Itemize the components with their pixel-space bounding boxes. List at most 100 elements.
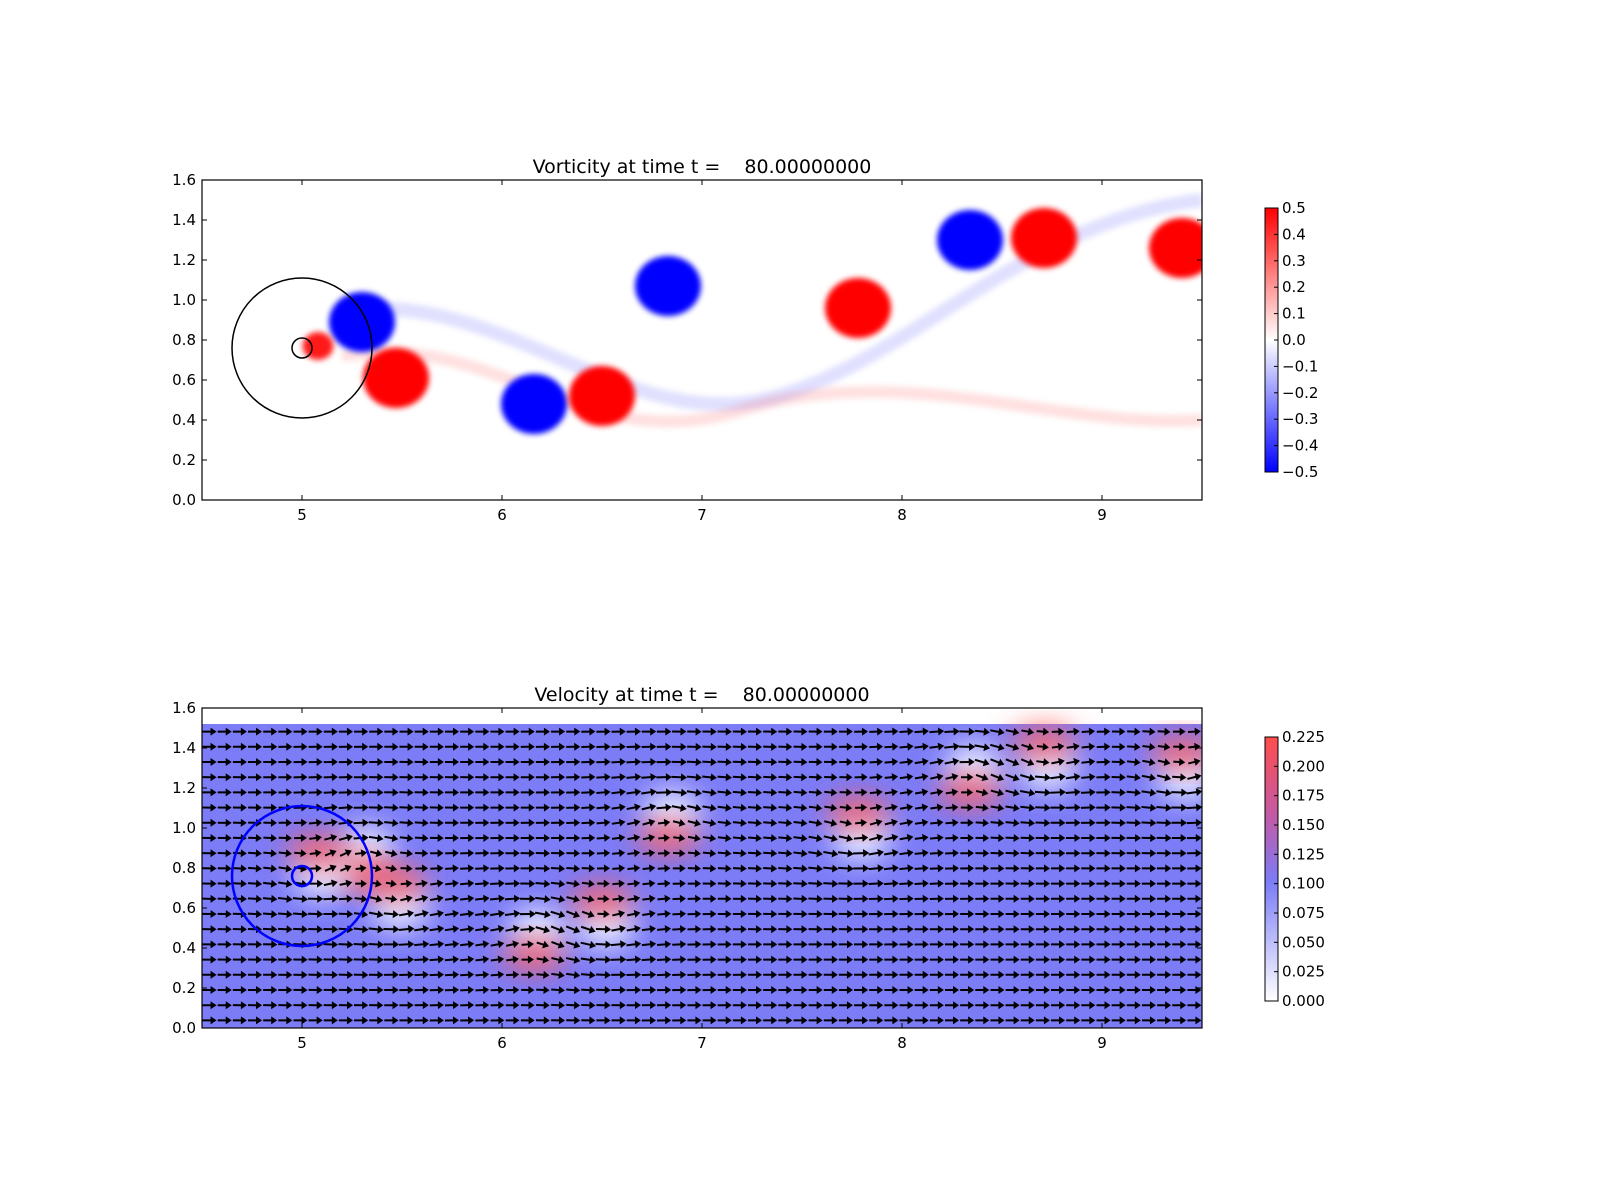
velocity-arrow (1066, 970, 1081, 979)
velocity-arrow (323, 925, 339, 934)
velocity-arrow (475, 1001, 490, 1010)
velocity-arrow (1172, 1016, 1187, 1025)
velocity-arrow (415, 849, 429, 858)
velocity-arrow (687, 985, 702, 994)
velocity-arrow (338, 742, 354, 751)
velocity-arrow (945, 864, 959, 873)
velocity-arrow (308, 757, 323, 766)
velocity-arrow (1173, 742, 1186, 751)
velocity-arrow (975, 788, 989, 797)
velocity-arrow (914, 909, 929, 918)
velocity-arrow (748, 849, 762, 858)
velocity-y-tick-label: 1.0 (172, 819, 196, 837)
velocity-arrow (444, 803, 459, 812)
velocity-arrow (278, 925, 293, 934)
velocity-arrow (748, 879, 763, 888)
velocity-arrow (914, 742, 929, 751)
velocity-arrow (1020, 879, 1035, 888)
velocity-arrow (869, 940, 884, 949)
vorticity-colorbar-tick-label: 0.1 (1282, 305, 1306, 323)
velocity-arrow (309, 849, 322, 858)
velocity-arrow (1171, 834, 1187, 843)
velocity-arrow (960, 894, 975, 903)
velocity-arrow (1096, 1016, 1111, 1025)
velocity-high-speed-region (286, 834, 350, 866)
velocity-arrow (247, 955, 263, 964)
velocity-arrow (232, 742, 247, 751)
velocity-arrow (1081, 925, 1096, 934)
velocity-arrow (883, 849, 899, 857)
velocity-arrow (793, 803, 808, 812)
velocity-arrow (263, 864, 278, 873)
velocity-arrow (656, 757, 672, 766)
velocity-arrow (323, 757, 338, 766)
velocity-arrow (1188, 742, 1201, 751)
velocity-arrow (566, 849, 581, 858)
velocity-arrow (823, 940, 838, 949)
velocity-arrow (202, 970, 217, 979)
velocity-arrow (884, 1001, 899, 1010)
velocity-arrow (1005, 849, 1020, 858)
velocity-arrow (369, 849, 383, 858)
velocity-arrow (717, 1001, 732, 1010)
velocity-arrow (884, 985, 899, 994)
velocity-arrow (1096, 1001, 1111, 1010)
velocity-arrow (1187, 909, 1202, 918)
velocity-arrow (217, 727, 232, 736)
velocity-arrow (308, 970, 323, 979)
velocity-arrow (960, 773, 974, 782)
velocity-arrow (1172, 864, 1187, 873)
velocity-arrow (884, 894, 899, 903)
velocity-arrow (687, 742, 702, 751)
velocity-arrow (369, 742, 384, 751)
velocity-arrow (702, 849, 717, 858)
velocity-colorbar-tick-label: 0.100 (1282, 875, 1325, 893)
velocity-arrow (823, 879, 839, 888)
velocity-arrow (763, 940, 778, 949)
velocity-arrow (1156, 864, 1172, 873)
velocity-arrow (1081, 864, 1096, 873)
velocity-arrow (490, 1016, 505, 1025)
velocity-arrow (929, 909, 944, 918)
velocity-arrow (1066, 757, 1081, 766)
velocity-arrow (929, 925, 944, 934)
velocity-arrow (399, 803, 414, 812)
velocity-arrow (581, 849, 596, 858)
velocity-arrow (854, 773, 868, 782)
velocity-y-tick-label: 1.6 (172, 699, 196, 717)
velocity-arrow (1187, 970, 1202, 979)
velocity-arrow (656, 985, 672, 994)
velocity-arrow (823, 742, 838, 751)
velocity-arrow (671, 758, 687, 767)
velocity-arrow (884, 773, 899, 782)
velocity-arrow (580, 955, 596, 964)
velocity-arrow (1141, 925, 1156, 934)
velocity-arrow (824, 819, 838, 827)
velocity-arrow (415, 864, 429, 873)
velocity-arrow (580, 970, 596, 979)
velocity-arrow (1020, 773, 1036, 782)
velocity-arrow (869, 788, 883, 797)
velocity-arrow (960, 940, 975, 949)
velocity-arrow (399, 818, 414, 827)
velocity-arrow (990, 985, 1005, 994)
velocity-arrow (202, 788, 217, 797)
velocity-arrow (672, 955, 687, 964)
velocity-arrow (990, 864, 1005, 873)
velocity-arrow (869, 803, 883, 812)
velocity-arrow (263, 955, 278, 964)
velocity-arrow (732, 1016, 747, 1025)
velocity-arrow (838, 955, 853, 964)
velocity-arrow (368, 955, 384, 964)
velocity-arrow (444, 773, 460, 782)
velocity-arrow (627, 894, 641, 903)
velocity-arrow (1126, 818, 1142, 827)
velocity-arrow (444, 925, 460, 933)
velocity-arrow (717, 909, 732, 918)
velocity-arrow (1141, 1016, 1156, 1025)
velocity-arrow (641, 742, 657, 751)
velocity-arrow (748, 985, 763, 994)
velocity-arrow (1111, 758, 1126, 767)
velocity-arrow (1157, 727, 1171, 736)
velocity-arrow (944, 879, 959, 888)
